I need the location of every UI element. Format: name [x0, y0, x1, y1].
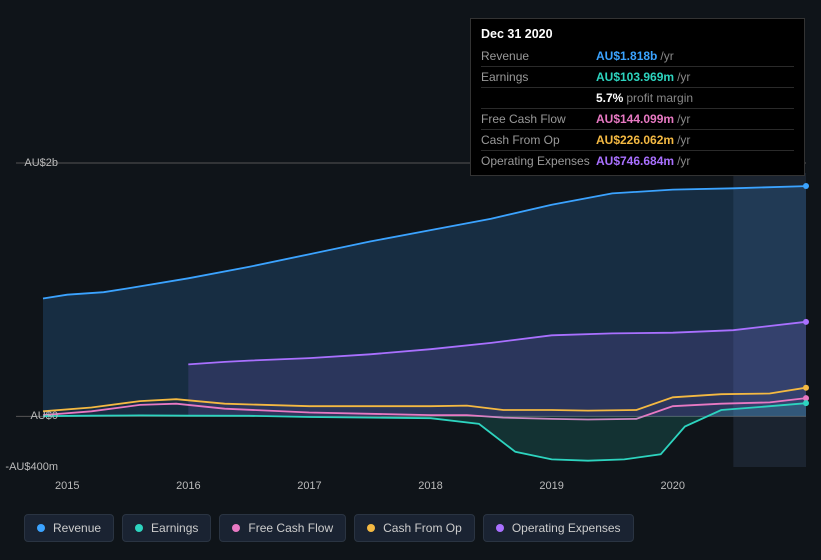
x-axis-label: 2016 [176, 480, 200, 492]
legend-item-cash-from-op[interactable]: Cash From Op [354, 514, 475, 542]
legend-label: Cash From Op [383, 521, 462, 535]
tooltip-row-value: AU$226.062m [596, 133, 674, 147]
legend-dot-icon [496, 524, 504, 532]
legend-item-revenue[interactable]: Revenue [24, 514, 114, 542]
tooltip-row: 5.7%profit margin [481, 87, 794, 108]
tooltip-row: RevenueAU$1.818b/yr [481, 46, 794, 66]
tooltip-row-unit: /yr [677, 133, 690, 147]
legend-item-operating-expenses[interactable]: Operating Expenses [483, 514, 634, 542]
tooltip-row-label: Earnings [481, 70, 596, 84]
tooltip-row-value: AU$1.818b [596, 49, 657, 63]
legend-item-earnings[interactable]: Earnings [122, 514, 211, 542]
tooltip-row: EarningsAU$103.969m/yr [481, 66, 794, 87]
legend-label: Revenue [53, 521, 101, 535]
x-axis-label: 2020 [661, 480, 685, 492]
tooltip-row: Operating ExpensesAU$746.684m/yr [481, 150, 794, 171]
tooltip-row-value: 5.7% [596, 91, 623, 105]
y-axis-label: AU$0 [30, 410, 58, 422]
legend-item-free-cash-flow[interactable]: Free Cash Flow [219, 514, 346, 542]
tooltip-row-unit: /yr [677, 154, 690, 168]
tooltip-date: Dec 31 2020 [481, 25, 794, 46]
tooltip-row-label: Cash From Op [481, 133, 596, 147]
chart-area[interactable]: AU$2b AU$0 -AU$400m [0, 155, 821, 475]
tooltip-row-value: AU$746.684m [596, 154, 674, 168]
x-axis-labels: 2015 2016 2017 2018 2019 2020 [0, 480, 821, 496]
tooltip-panel: Dec 31 2020 RevenueAU$1.818b/yrEarningsA… [470, 18, 805, 176]
x-axis-label: 2018 [418, 480, 442, 492]
tooltip-row-unit: /yr [677, 70, 690, 84]
tooltip-row-unit: /yr [677, 112, 690, 126]
y-axis-label: AU$2b [24, 157, 58, 169]
x-axis-label: 2019 [539, 480, 563, 492]
tooltip-row-label [481, 91, 596, 105]
tooltip-row: Cash From OpAU$226.062m/yr [481, 129, 794, 150]
tooltip-row-label: Free Cash Flow [481, 112, 596, 126]
y-axis-label: -AU$400m [5, 461, 58, 473]
legend-label: Operating Expenses [512, 521, 621, 535]
tooltip-row-label: Revenue [481, 49, 596, 63]
legend-dot-icon [135, 524, 143, 532]
legend-label: Free Cash Flow [248, 521, 333, 535]
legend-label: Earnings [151, 521, 198, 535]
legend: Revenue Earnings Free Cash Flow Cash From O… [24, 514, 634, 542]
tooltip-row-unit: /yr [660, 49, 673, 63]
legend-dot-icon [37, 524, 45, 532]
tooltip-row: Free Cash FlowAU$144.099m/yr [481, 108, 794, 129]
x-axis-label: 2017 [297, 480, 321, 492]
legend-dot-icon [232, 524, 240, 532]
tooltip-row-value: AU$144.099m [596, 112, 674, 126]
tooltip-row-unit: profit margin [626, 91, 693, 105]
tooltip-row-label: Operating Expenses [481, 154, 596, 168]
x-axis-label: 2015 [55, 480, 79, 492]
tooltip-row-value: AU$103.969m [596, 70, 674, 84]
legend-dot-icon [367, 524, 375, 532]
